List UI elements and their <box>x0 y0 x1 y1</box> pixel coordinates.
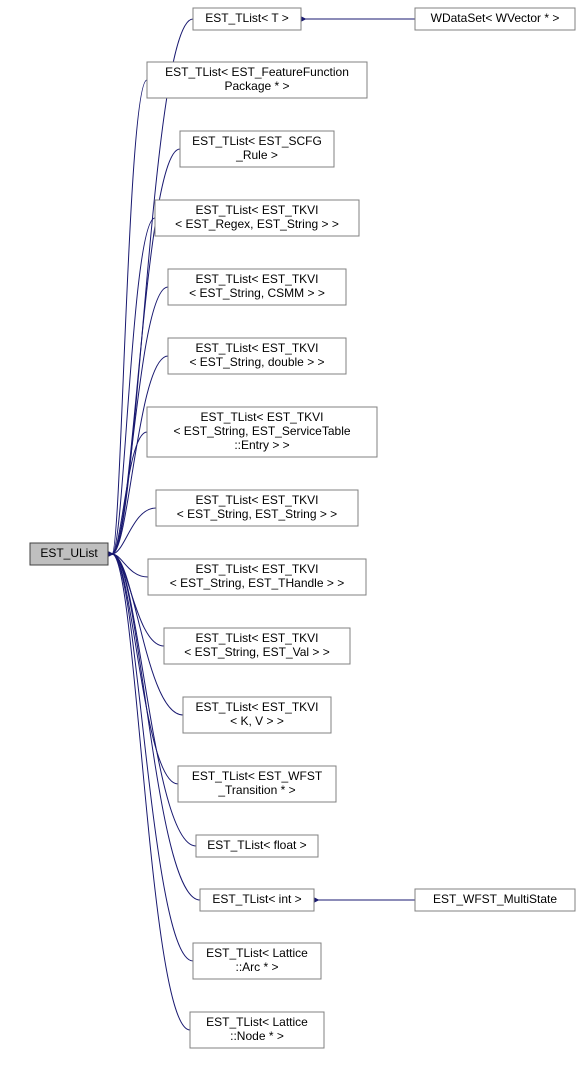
class-node[interactable]: EST_TList< EST_TKVI< EST_String, EST_Ser… <box>147 407 377 457</box>
class-label: EST_TList< EST_TKVI <box>195 341 318 355</box>
class-label: EST_TList< int > <box>212 892 301 906</box>
class-node[interactable]: EST_TList< Lattice::Arc * > <box>193 943 321 979</box>
inheritance-edge <box>112 218 155 554</box>
class-label: EST_TList< EST_TKVI <box>195 700 318 714</box>
class-label: EST_WFST_MultiState <box>433 892 557 906</box>
class-label: EST_UList <box>40 546 98 560</box>
class-label: EST_TList< EST_TKVI <box>200 410 323 424</box>
class-label: EST_TList< Lattice <box>206 1015 308 1029</box>
class-node[interactable]: EST_TList< EST_TKVI< EST_String, double … <box>168 338 346 374</box>
inheritance-edge <box>112 508 156 554</box>
class-node[interactable]: EST_TList< T > <box>193 8 301 30</box>
class-label: EST_TList< T > <box>205 11 289 25</box>
class-label: ::Entry > > <box>234 438 289 452</box>
class-node[interactable]: EST_TList< EST_TKVI< EST_String, EST_THa… <box>148 559 366 595</box>
class-label: < EST_String, EST_Val > > <box>184 645 330 659</box>
class-label: < EST_String, EST_String > > <box>177 507 337 521</box>
class-label: ::Node * > <box>230 1029 284 1043</box>
class-node[interactable]: EST_TList< EST_TKVI< EST_Regex, EST_Stri… <box>155 200 359 236</box>
class-label: ::Arc * > <box>235 960 278 974</box>
class-label: EST_TList< EST_FeatureFunction <box>165 65 349 79</box>
class-label: < EST_Regex, EST_String > > <box>175 217 339 231</box>
class-label: EST_TList< EST_TKVI <box>195 562 318 576</box>
class-node[interactable]: EST_TList< EST_TKVI< EST_String, EST_Val… <box>164 628 350 664</box>
class-label: EST_TList< EST_WFST <box>192 769 323 783</box>
class-label: Package * > <box>224 79 289 93</box>
class-node[interactable]: EST_TList< EST_SCFG_Rule > <box>180 131 334 167</box>
class-label: EST_TList< EST_SCFG <box>192 134 322 148</box>
class-label: < K, V > > <box>230 714 284 728</box>
class-label: WDataSet< WVector * > <box>431 11 560 25</box>
class-node[interactable]: EST_WFST_MultiState <box>415 889 575 911</box>
class-node[interactable]: EST_TList< EST_FeatureFunctionPackage * … <box>147 62 367 98</box>
class-label: < EST_String, CSMM > > <box>189 286 325 300</box>
class-label: EST_TList< Lattice <box>206 946 308 960</box>
class-node-root[interactable]: EST_UList <box>30 543 108 565</box>
class-label: EST_TList< float > <box>207 838 306 852</box>
class-node[interactable]: EST_TList< EST_TKVI< EST_String, CSMM > … <box>168 269 346 305</box>
class-node[interactable]: EST_TList< Lattice::Node * > <box>190 1012 324 1048</box>
class-label: EST_TList< EST_TKVI <box>195 631 318 645</box>
class-node[interactable]: EST_TList< EST_WFST_Transition * > <box>178 766 336 802</box>
inheritance-diagram: EST_UList EST_TList< T > EST_TList< EST_Fe… <box>0 0 587 1067</box>
class-node[interactable]: EST_TList< int > <box>200 889 314 911</box>
inheritance-edge <box>112 80 147 554</box>
inheritance-edge <box>112 554 193 961</box>
class-label: < EST_String, EST_ServiceTable <box>173 424 350 438</box>
class-label: _Transition * > <box>217 783 295 797</box>
class-node[interactable]: WDataSet< WVector * > <box>415 8 575 30</box>
class-label: < EST_String, double > > <box>189 355 324 369</box>
class-label: EST_TList< EST_TKVI <box>195 203 318 217</box>
class-label: EST_TList< EST_TKVI <box>195 272 318 286</box>
class-label: _Rule > <box>235 148 278 162</box>
class-node[interactable]: EST_TList< float > <box>196 835 318 857</box>
class-label: EST_TList< EST_TKVI <box>195 493 318 507</box>
class-node[interactable]: EST_TList< EST_TKVI< K, V > > <box>183 697 331 733</box>
class-label: < EST_String, EST_THandle > > <box>170 576 344 590</box>
class-node[interactable]: EST_TList< EST_TKVI< EST_String, EST_Str… <box>156 490 358 526</box>
